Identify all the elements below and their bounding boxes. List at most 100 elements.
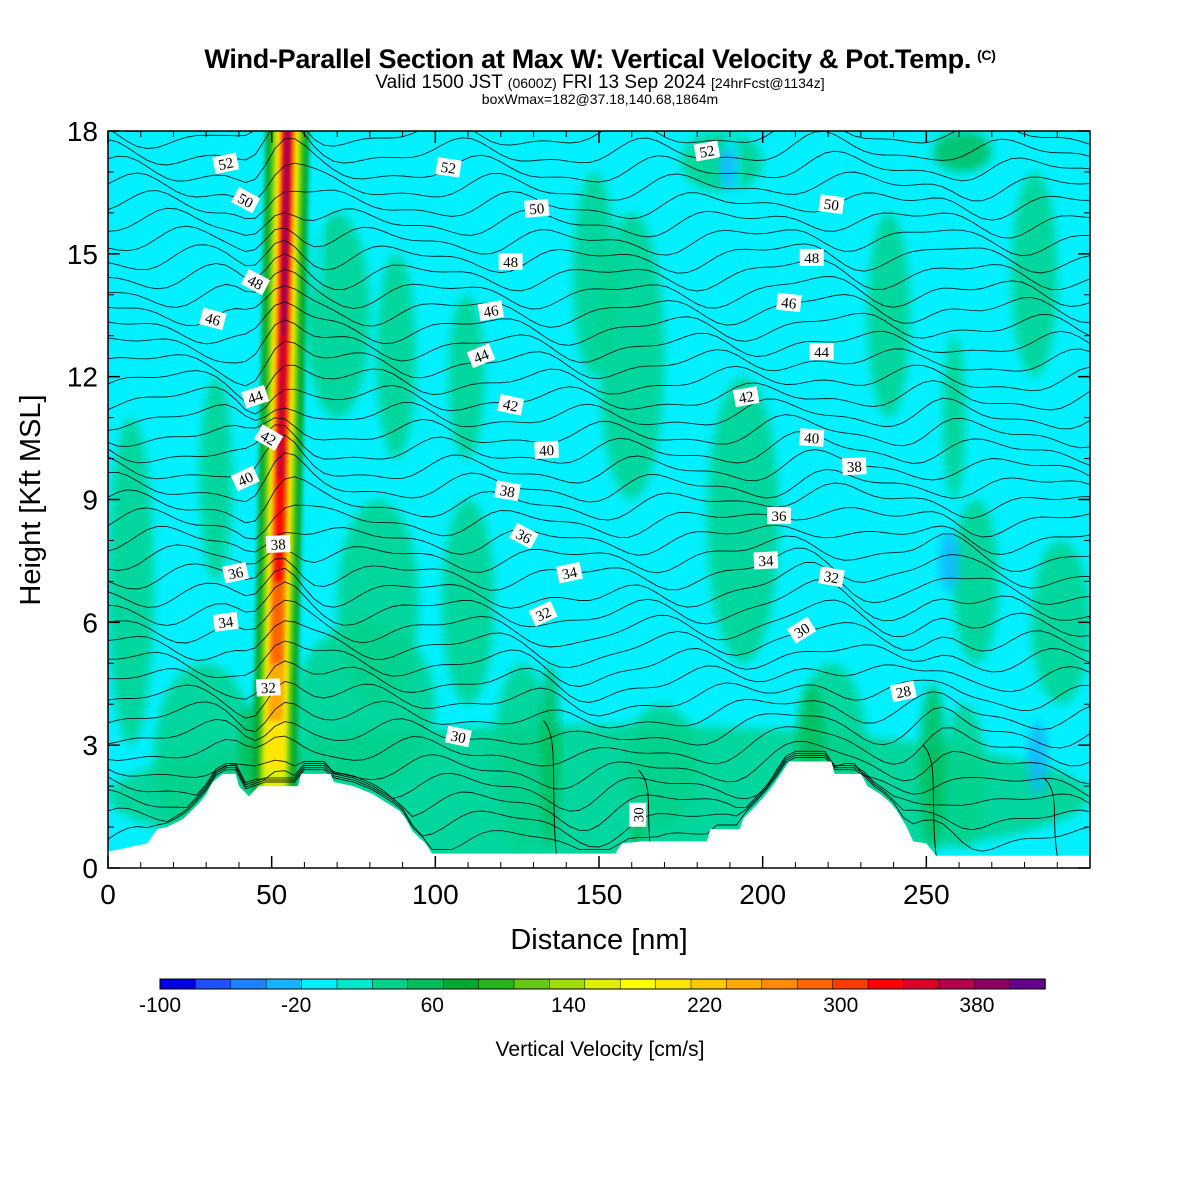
contour-label-box <box>231 187 261 214</box>
colorbar-tick-label: -20 <box>281 994 311 1017</box>
contour-label-11: 46 <box>776 292 802 313</box>
x-tick-label: 250 <box>903 879 950 910</box>
contour-label-box <box>818 566 845 588</box>
theta-contour-vertical-2 <box>922 744 937 856</box>
theta-contour-24 <box>108 397 1090 431</box>
theta-contour-20 <box>108 452 1090 503</box>
theta-contour-10 <box>108 640 1090 687</box>
contour-label-36: 28 <box>889 680 917 703</box>
theta-contour-26 <box>108 364 1090 403</box>
colorbar-cell-16 <box>726 978 763 990</box>
colorbar-cell-18 <box>796 978 834 990</box>
colorbar-cell-21 <box>903 978 940 990</box>
contour-label-text: 38 <box>270 537 286 554</box>
velocity-patch-17 <box>1011 171 1058 377</box>
box-info: boxWmax=182@37.18,140.68,1864m <box>481 91 719 107</box>
colorbar-cell-7 <box>407 978 444 990</box>
theta-contour-9 <box>108 660 1090 703</box>
chart-title-text: Wind-Parallel Section at Max W: Vertical… <box>204 44 972 74</box>
contour-label-19: 40 <box>534 440 560 460</box>
theta-contour-42 <box>108 111 1090 115</box>
x-tick-label: 100 <box>412 879 459 910</box>
contour-label-box <box>435 157 462 178</box>
velocity-patch-24 <box>540 663 560 848</box>
contour-label-text: 52 <box>440 160 457 178</box>
contour-label-29: 34 <box>753 551 779 570</box>
theta-contour-6 <box>108 706 1090 749</box>
velocity-patch-8 <box>625 704 698 828</box>
theta-contour-4 <box>108 740 1090 790</box>
contour-label-text: 36 <box>772 509 788 525</box>
contour-label-text: 46 <box>780 295 797 313</box>
theta-contour-1 <box>108 754 1090 848</box>
theta-contour-23 <box>108 414 1090 449</box>
contour-label-text: 52 <box>698 143 716 161</box>
contour-label-text: 44 <box>814 345 830 361</box>
contour-label-21: 38 <box>265 534 291 554</box>
colorbar-cell-22 <box>938 978 975 990</box>
contour-label-box <box>494 480 521 502</box>
contour-label-box <box>767 506 792 524</box>
contour-label-26: 36 <box>767 506 792 525</box>
colorbar-tick-label: 300 <box>823 994 858 1017</box>
contour-label-5: 50 <box>818 194 845 215</box>
colorbar-cell-20 <box>867 978 905 990</box>
velocity-patch-34 <box>939 532 960 590</box>
contour-label-text: 30 <box>631 807 647 822</box>
contour-label-box <box>466 343 496 369</box>
colorbar-cell-23 <box>973 978 1011 990</box>
y-tick-label: 0 <box>82 853 98 884</box>
y-tick-label: 18 <box>67 116 98 147</box>
contour-label-box <box>732 386 760 408</box>
y-axis-title: Height [Kft MSL] <box>15 394 47 605</box>
contour-label-box <box>255 678 281 697</box>
contour-label-text: 30 <box>449 729 467 748</box>
colorbar-cell-10 <box>513 978 551 990</box>
y-tick-label: 6 <box>82 607 98 638</box>
contour-label-text: 36 <box>227 565 245 584</box>
contour-label-10: 46 <box>477 300 505 322</box>
contour-label-box <box>693 140 721 162</box>
contour-label-box <box>212 611 239 632</box>
contour-label-box <box>841 457 867 476</box>
velocity-patch-21 <box>572 171 616 377</box>
contour-label-box <box>889 680 917 703</box>
theta-contour-19 <box>108 476 1090 524</box>
contour-label-text: 50 <box>823 197 840 215</box>
colorbar-cell-24 <box>1009 978 1046 990</box>
contour-label-17: 42 <box>732 386 760 408</box>
contour-label-30: 32 <box>255 678 281 697</box>
contour-label-text: 42 <box>257 428 278 449</box>
contour-label-27: 34 <box>212 611 239 632</box>
colorbar: -100 -20 60 140 220 300 380 <box>139 978 1046 1017</box>
contour-label-box <box>753 551 779 570</box>
contour-label-box <box>809 343 834 361</box>
velocity-patch-5 <box>337 499 419 705</box>
contour-label-text: 32 <box>534 605 554 626</box>
colorbar-tick-label: 140 <box>551 994 586 1017</box>
velocity-patch-10 <box>942 704 986 848</box>
x-tick-label: 150 <box>576 879 623 910</box>
contour-label-text: 32 <box>822 569 840 587</box>
theta-contour-37 <box>108 162 1090 203</box>
theta-contour-25 <box>108 380 1090 415</box>
contour-label-box <box>241 384 270 409</box>
contour-label-4: 50 <box>524 198 550 218</box>
contour-label-34: 30 <box>629 802 647 827</box>
colorbar-cell-6 <box>372 978 409 990</box>
updraft-layer-8 <box>282 131 289 336</box>
x-tick-label: 0 <box>100 879 116 910</box>
contour-label-text: 50 <box>235 191 256 212</box>
colorbar-cell-5 <box>336 978 374 990</box>
contour-label-box <box>444 725 472 748</box>
contour-label-box <box>776 292 802 313</box>
contour-label-box <box>477 300 505 322</box>
contour-label-20: 40 <box>799 428 825 448</box>
colorbar-cell-1 <box>195 978 232 990</box>
contour-label-box <box>230 465 260 492</box>
theta-contour-29 <box>108 301 1090 346</box>
contour-label-text: 46 <box>482 303 500 321</box>
